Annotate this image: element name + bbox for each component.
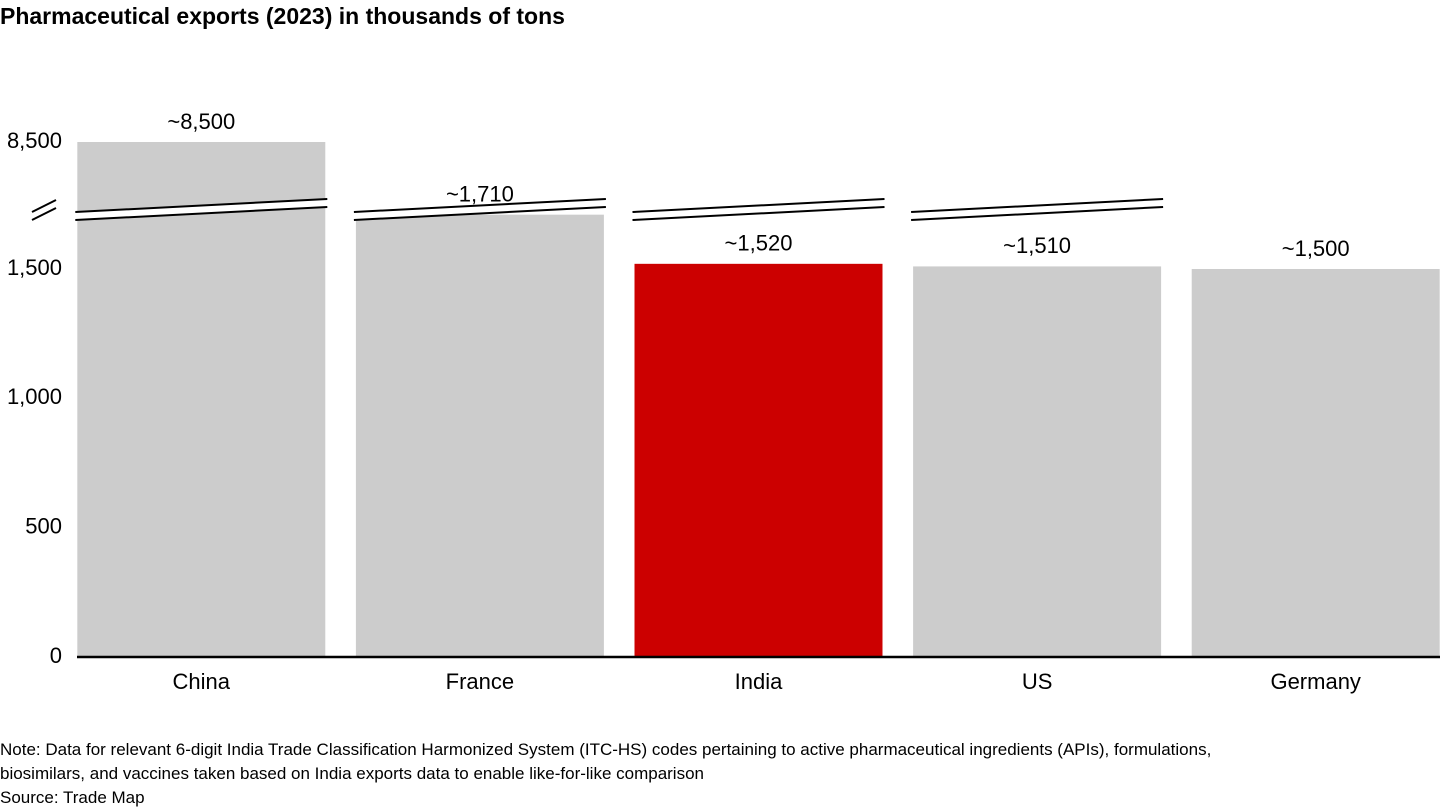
bar — [634, 263, 883, 657]
axis-break-mark — [31, 207, 57, 221]
axis-break — [911, 199, 1164, 220]
axis-break-line — [353, 206, 606, 221]
x-tick-label: Germany — [1270, 669, 1360, 694]
y-tick-label: 0 — [50, 643, 62, 668]
axis-break — [632, 199, 885, 220]
bar — [1191, 269, 1440, 657]
x-tick-label: France — [446, 669, 514, 694]
chart-title: Pharmaceutical exports (2023) in thousan… — [0, 3, 565, 29]
value-label: ~1,520 — [725, 231, 793, 256]
bar — [913, 266, 1162, 657]
bar — [77, 142, 326, 657]
note: Note: Data for relevant 6-digit India Tr… — [0, 740, 1211, 759]
x-tick-label: US — [1022, 669, 1053, 694]
y-tick-label: 500 — [25, 513, 62, 538]
axis-break-line — [632, 206, 885, 221]
y-tick-label: 1,000 — [7, 384, 62, 409]
axis-break — [75, 199, 328, 220]
axis-break — [353, 199, 606, 220]
axis-break-line — [353, 198, 606, 213]
value-label: ~1,510 — [1003, 233, 1071, 258]
x-tick-label: China — [173, 669, 231, 694]
axis-break-line — [632, 198, 885, 213]
x-tick-label: India — [735, 669, 783, 694]
axis-break-line — [911, 198, 1164, 213]
bar — [355, 214, 604, 657]
y-tick-label: 8,500 — [7, 128, 62, 153]
axis-break-line — [75, 206, 328, 221]
axis-break-mark — [31, 199, 57, 213]
source: Source: Trade Map — [0, 788, 145, 807]
value-label: ~8,500 — [167, 109, 235, 134]
value-label: ~1,710 — [446, 181, 514, 206]
y-tick-label: 1,500 — [7, 255, 62, 280]
note: biosimilars, and vaccines taken based on… — [0, 764, 704, 783]
axis-break-line — [75, 198, 328, 213]
value-label: ~1,500 — [1282, 236, 1350, 261]
axis-break-line — [911, 206, 1164, 221]
